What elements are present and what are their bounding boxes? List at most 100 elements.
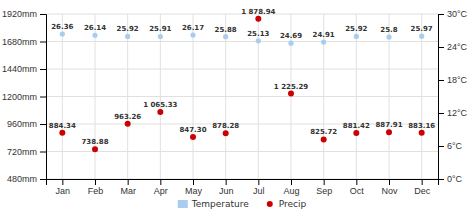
tick-mark [438, 14, 444, 15]
tick: Jul [253, 179, 265, 196]
tick-mark [193, 179, 194, 185]
grid-line [46, 151, 438, 152]
tick-label: 1920mm [2, 9, 37, 19]
tick-label: Oct [350, 186, 365, 196]
tick-mark [356, 179, 357, 185]
tick: 0°C [438, 174, 463, 184]
point [158, 34, 163, 39]
data-label: 26.14 [84, 24, 106, 32]
data-label: 847.30 [179, 126, 206, 134]
y2-axis: 0°C 6°C 12°C 18°C 24°C 30°C [438, 9, 468, 184]
tick: 480mm [7, 174, 46, 184]
point [386, 35, 391, 40]
axis-line [40, 15, 47, 180]
data-label: 1 065.33 [143, 101, 177, 109]
point [157, 109, 163, 115]
data-label: 884.34 [49, 122, 76, 130]
tick: Nov [381, 179, 398, 196]
tick-label: 1200mm [2, 92, 37, 102]
tick-mark [40, 124, 46, 125]
axis-line [47, 180, 439, 186]
tick-mark [324, 179, 325, 185]
tick-mark [40, 97, 46, 98]
point [223, 34, 228, 39]
tick-mark [438, 47, 444, 48]
point [255, 16, 261, 22]
data-label: 25.97 [411, 25, 433, 33]
data-label: 881.42 [343, 122, 370, 130]
tick-label: Apr [154, 186, 168, 196]
tick: May [185, 179, 203, 196]
data-label: 24.69 [280, 32, 302, 40]
tick-label: 1440mm [2, 64, 37, 74]
data-label: 883.16 [408, 122, 435, 130]
tick-label: 18°C [447, 75, 468, 85]
marks [59, 16, 424, 153]
tick-label: Sep [316, 186, 332, 196]
grid-line [46, 96, 438, 97]
point [288, 41, 293, 46]
point [125, 121, 131, 127]
tick: 1200mm [2, 92, 46, 102]
data-label: 26.36 [51, 23, 73, 31]
tick-label: 30°C [447, 9, 468, 19]
point [223, 130, 229, 136]
data-labels: 26.3626.1425.9225.9126.1725.8825.1324.69… [49, 8, 435, 147]
tick-mark [40, 69, 46, 70]
grid-line [46, 69, 438, 70]
data-label: 25.13 [247, 30, 269, 38]
tick-mark [291, 179, 292, 185]
tick-mark [62, 179, 63, 185]
tick-mark [438, 146, 444, 147]
tick-mark [40, 152, 46, 153]
point [354, 34, 359, 39]
tick-mark [438, 80, 444, 81]
point [353, 130, 359, 136]
grid-line [95, 14, 96, 179]
tick-label: May [185, 186, 203, 196]
tick-mark [422, 179, 423, 185]
data-label: 1 225.29 [274, 83, 308, 91]
point [321, 39, 326, 44]
tick: 720mm [7, 147, 46, 157]
data-label: 25.8 [380, 26, 397, 34]
point [190, 32, 195, 37]
data-label: 878.28 [212, 122, 239, 130]
point [60, 31, 65, 36]
tick: Mar [120, 179, 136, 196]
legend-item: Temperature [178, 199, 249, 209]
tick: 1920mm [2, 9, 46, 19]
y-axis: 480mm 720mm 960mm 1200mm 1440mm 1680mm 1920mm [2, 9, 47, 184]
tick: 24°C [438, 42, 468, 52]
tick-mark [40, 42, 46, 43]
tick: Feb [88, 179, 104, 196]
tick-label: 6°C [447, 141, 463, 151]
plot: JanFebMarAprMayJunJulAugSepOctNovDec480m… [2, 8, 468, 197]
tick-label: Jan [56, 186, 71, 196]
data-label: 1 878.94 [241, 8, 275, 16]
legend-swatch [178, 200, 188, 208]
point [256, 38, 261, 43]
tick: Oct [350, 179, 365, 196]
point [419, 130, 425, 136]
point [386, 129, 392, 135]
tick-label: 720mm [7, 147, 37, 157]
tick-label: 480mm [7, 174, 37, 184]
tick: 1680mm [2, 37, 46, 47]
legend-label: Temperature [191, 199, 249, 209]
point [288, 91, 294, 97]
grid-line [46, 41, 438, 42]
tick: 30°C [438, 9, 468, 19]
tick-mark [226, 179, 227, 185]
grid-line [193, 14, 194, 179]
tick-mark [40, 14, 46, 15]
tick-label: 1680mm [2, 37, 37, 47]
tick: Apr [154, 179, 168, 196]
tick-mark [258, 179, 259, 185]
data-label: 963.26 [114, 113, 141, 121]
tick-label: 0°C [447, 174, 463, 184]
tick: 960mm [7, 119, 46, 129]
tick: 12°C [438, 108, 468, 118]
point [419, 34, 424, 39]
tick-label: 960mm [7, 119, 37, 129]
